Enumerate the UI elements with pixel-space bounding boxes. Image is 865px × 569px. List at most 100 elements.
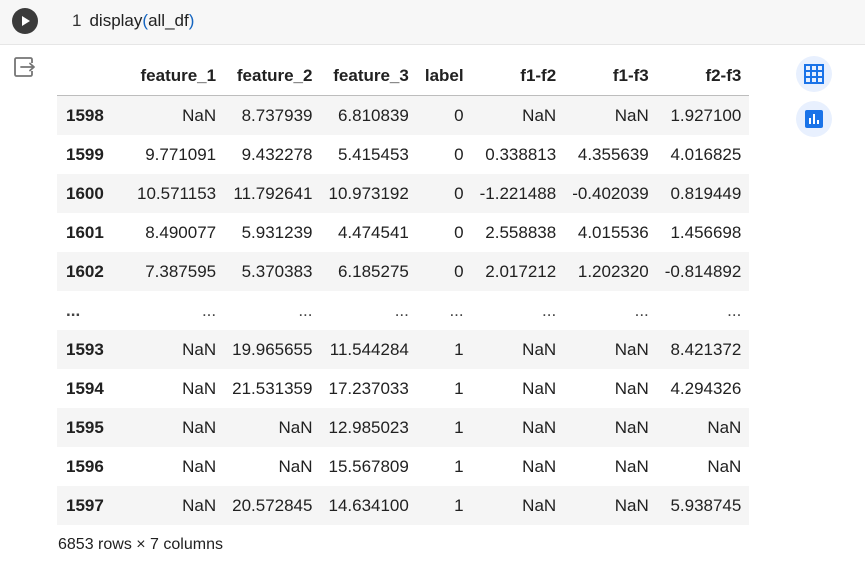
table-cell: NaN [522, 495, 557, 515]
table-cell: 1 [454, 417, 464, 437]
row-index: 1593 [66, 339, 104, 359]
row-index: 1596 [66, 456, 104, 476]
table-row: 1602 7.387595 5.370383 6.185275 0 2.017212 1.2… [57, 252, 750, 291]
dataframe-output: feature_1 feature_2 feature_3 label f1-f2 f1-… [57, 56, 750, 525]
row-index: 1601 [66, 222, 104, 242]
table-cell: 12.985023 [328, 417, 409, 437]
table-cell: ... [449, 300, 464, 320]
table-row: 1596 NaN NaN 15.567809 1 NaN NaN NaN [57, 447, 750, 486]
table-row: 1597 NaN 20.572845 14.634100 1 NaN NaN 5.938745 [57, 486, 750, 525]
table-cell: 4.016825 [670, 144, 742, 164]
dataframe-shape-text: 6853 rows × 7 columns [58, 536, 223, 553]
table-cell: 5.370383 [241, 261, 313, 281]
table-cell: NaN [182, 456, 217, 476]
table-cell: NaN [707, 417, 742, 437]
table-cell: NaN [614, 495, 649, 515]
dataframe-table: feature_1 feature_2 feature_3 label f1-f2 f1-… [57, 56, 750, 525]
output-redirect-icon[interactable] [12, 54, 38, 80]
table-cell: 9.771091 [145, 144, 217, 164]
column-header: label [416, 56, 472, 96]
row-index: 1599 [66, 144, 104, 164]
table-row: 1600 10.571153 11.792641 10.973192 0 -1.22148… [57, 174, 750, 213]
row-index: 1598 [66, 105, 104, 125]
table-cell: 17.237033 [328, 378, 409, 398]
index-header [57, 56, 129, 96]
table-cell: 11.792641 [233, 183, 313, 203]
table-cell: NaN [182, 339, 217, 359]
table-cell: NaN [182, 378, 217, 398]
table-cell: NaN [182, 105, 217, 125]
column-header: f2-f3 [656, 56, 750, 96]
table-cell: 7.387595 [145, 261, 217, 281]
table-cell: NaN [614, 417, 649, 437]
table-cell: 21.531359 [232, 378, 313, 398]
table-row: 1595 NaN NaN 12.985023 1 NaN NaN NaN [57, 408, 750, 447]
table-cell: 19.965655 [232, 339, 313, 359]
table-cell: ... [727, 300, 742, 320]
convert-to-interactive-table-button[interactable] [796, 56, 832, 92]
table-cell: NaN [707, 456, 742, 476]
table-cell: 1 [454, 378, 464, 398]
table-cell: 8.421372 [670, 339, 742, 359]
code-line[interactable]: 1 display(all_df) [72, 11, 194, 31]
table-cell: NaN [182, 495, 217, 515]
table-row: 1599 9.771091 9.432278 5.415453 0 0.338813 4.3… [57, 135, 750, 174]
row-index: 1600 [66, 183, 104, 203]
table-cell: 15.567809 [328, 456, 409, 476]
table-cell: 11.544284 [329, 339, 409, 359]
table-row: ........................ [57, 291, 750, 330]
column-header: f1-f3 [564, 56, 657, 96]
table-cell: -0.402039 [572, 183, 649, 203]
table-cell: 10.973192 [328, 183, 409, 203]
code-cell[interactable]: 1 display(all_df) [0, 0, 865, 45]
table-cell: NaN [278, 417, 313, 437]
table-cell: ... [201, 300, 217, 320]
row-index: ... [66, 300, 81, 320]
table-cell: 0 [454, 222, 464, 242]
table-cell: 10.571153 [137, 183, 217, 203]
table-cell: NaN [614, 105, 649, 125]
table-cell: NaN [522, 378, 557, 398]
column-header: f1-f2 [471, 56, 565, 96]
suggest-charts-button[interactable] [796, 101, 832, 137]
table-row: 1594 NaN 21.531359 17.237033 1 NaN NaN 4.294326 [57, 369, 750, 408]
table-cell: 1.456698 [670, 222, 742, 242]
table-cell: 5.931239 [241, 222, 313, 242]
table-cell: NaN [614, 456, 649, 476]
table-cell: 4.355639 [577, 144, 649, 164]
table-cell: 0 [454, 105, 464, 125]
table-cell: 9.432278 [241, 144, 313, 164]
line-number: 1 [72, 11, 82, 30]
table-cell: 5.938745 [670, 495, 742, 515]
play-icon [22, 16, 30, 26]
row-index: 1602 [66, 261, 104, 281]
table-cell: 0 [454, 183, 464, 203]
table-cell: 1.202320 [577, 261, 649, 281]
table-cell: 0.338813 [485, 144, 557, 164]
table-cell: -0.814892 [664, 261, 742, 281]
table-cell: ... [542, 300, 557, 320]
column-header: feature_3 [320, 56, 417, 96]
table-row: 1598 NaN 8.737939 6.810839 0 NaN NaN 1.927100 [57, 95, 750, 135]
table-cell: NaN [522, 339, 557, 359]
row-index: 1597 [66, 495, 104, 515]
table-cell: 1 [454, 495, 464, 515]
table-cell: -1.221488 [479, 183, 557, 203]
table-cell: NaN [614, 378, 649, 398]
table-cell: ... [394, 300, 409, 320]
table-cell: 20.572845 [232, 495, 313, 515]
table-cell: 1.927100 [670, 105, 742, 125]
code-open-paren: ( [142, 11, 149, 30]
table-cell: 2.017212 [485, 261, 557, 281]
table-cell: 6.185275 [337, 261, 409, 281]
table-cell: ... [634, 300, 649, 320]
table-cell: 14.634100 [328, 495, 409, 515]
table-cell: 1 [454, 456, 464, 476]
table-row: 1593 NaN 19.965655 11.544284 1 NaN NaN 8.421372 [57, 330, 750, 369]
code-argument: all_df [148, 11, 189, 30]
table-cell: NaN [182, 417, 217, 437]
table-cell: 8.490077 [145, 222, 217, 242]
table-cell: NaN [278, 456, 313, 476]
table-cell: 4.294326 [670, 378, 742, 398]
run-cell-button[interactable] [12, 8, 38, 34]
